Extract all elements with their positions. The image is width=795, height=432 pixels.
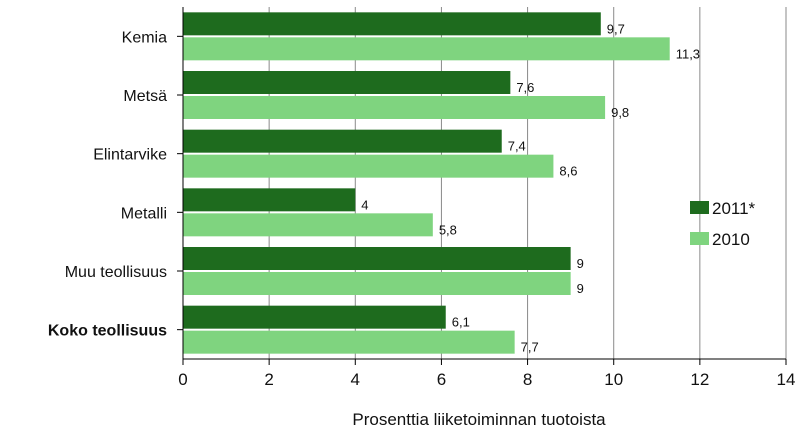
bar-2010-1 bbox=[183, 96, 606, 119]
bar-2010-4 bbox=[183, 272, 571, 295]
x-tick-label: 6 bbox=[437, 370, 446, 389]
bar-2011-2 bbox=[183, 129, 502, 153]
bar-2010-3 bbox=[183, 213, 433, 237]
category-label: Metsä bbox=[123, 88, 167, 105]
x-tick-label: 2 bbox=[264, 370, 273, 389]
x-tick-labels: 0 2 4 6 8 10 12 14 bbox=[178, 370, 795, 389]
data-label: 6,1 bbox=[452, 315, 470, 330]
x-tick-label: 14 bbox=[777, 370, 795, 389]
bar-2010-2 bbox=[183, 154, 554, 178]
bar-2011-4 bbox=[183, 247, 571, 270]
legend-label: 2010 bbox=[712, 230, 750, 249]
bar-2011-5 bbox=[183, 305, 446, 329]
legend: 2011* 2010 bbox=[690, 199, 756, 249]
bar-2010-0 bbox=[183, 37, 670, 61]
x-axis-title: Prosenttia liiketoiminnan tuotoista bbox=[352, 410, 606, 429]
x-tick-label: 0 bbox=[178, 370, 187, 389]
gridlines bbox=[268, 7, 787, 359]
data-label: 7,4 bbox=[508, 139, 526, 154]
data-label: 5,8 bbox=[439, 222, 457, 237]
bar-2010-5 bbox=[183, 330, 515, 354]
data-label: 7,7 bbox=[521, 340, 539, 355]
data-labels: 9,7 11,3 7,6 9,8 7,4 8,6 4 5,8 9 9 6,1 7,7 bbox=[361, 21, 700, 354]
data-label: 9 bbox=[577, 281, 584, 296]
category-label: Koko teollisuus bbox=[48, 323, 167, 340]
x-tick-label: 12 bbox=[690, 370, 709, 389]
data-label: 9 bbox=[577, 256, 584, 271]
category-label: Kemia bbox=[122, 29, 167, 46]
legend-swatch bbox=[690, 201, 709, 214]
bar-2011-3 bbox=[183, 188, 356, 212]
data-label: 4 bbox=[361, 197, 368, 212]
legend-swatch bbox=[690, 232, 709, 245]
bar-2011-1 bbox=[183, 71, 511, 94]
data-label: 7,6 bbox=[516, 80, 534, 95]
category-label: Muu teollisuus bbox=[65, 264, 167, 281]
data-label: 9,7 bbox=[607, 21, 625, 36]
legend-label: 2011* bbox=[712, 199, 756, 218]
category-label: Metalli bbox=[121, 205, 167, 222]
axes bbox=[177, 7, 787, 365]
category-label: Elintarvike bbox=[93, 147, 167, 164]
data-label: 9,8 bbox=[611, 105, 629, 120]
bar-2011-0 bbox=[183, 12, 601, 36]
bars bbox=[183, 12, 670, 354]
x-tick-label: 8 bbox=[523, 370, 532, 389]
data-label: 11,3 bbox=[676, 46, 700, 61]
category-labels: Kemia Metsä Elintarvike Metalli Muu teollisu… bbox=[48, 29, 167, 339]
data-label: 8,6 bbox=[559, 164, 577, 179]
x-tick-label: 4 bbox=[351, 370, 360, 389]
x-tick-label: 10 bbox=[604, 370, 623, 389]
